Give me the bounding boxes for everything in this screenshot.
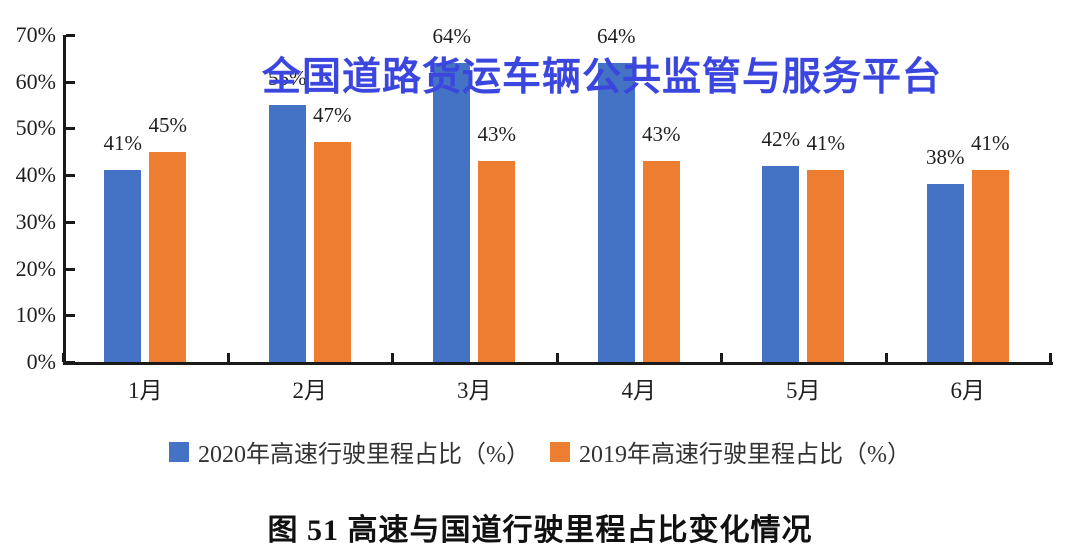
y-tick [66,220,75,224]
bar-value-label: 43% [477,122,517,147]
bar-value-label: 45% [148,112,188,137]
bar-2019年高速行驶里程占比（%）-3月 [478,161,516,362]
x-tick [62,353,65,362]
bar-2019年高速行驶里程占比（%）-2月 [313,142,351,362]
bar-value-label: 41% [806,131,846,156]
y-tick-label: 40% [15,162,56,188]
y-tick [66,80,75,84]
y-tick [66,174,75,178]
bar-value-label: 41% [103,131,143,156]
bar-2019年高速行驶里程占比（%）-6月 [971,170,1009,362]
bar-value-label: 55% [268,66,307,91]
y-tick [66,314,75,318]
bar-value-label: 64% [432,24,472,49]
legend-swatch-icon [169,441,189,462]
legend-swatch-icon [550,441,570,462]
y-tick [66,361,75,364]
bar-2020年高速行驶里程占比（%）-2月 [268,105,306,362]
y-tick-label: 10% [15,302,56,328]
y-tick [66,267,75,271]
bar-2019年高速行驶里程占比（%）-1月 [149,151,187,362]
x-category-label: 3月 [457,378,492,403]
x-category-label: 4月 [621,378,657,403]
y-tick-label: 30% [15,208,56,234]
y-tick-label: 0% [26,349,56,374]
bar-2020年高速行驶里程占比（%）-5月 [762,165,800,362]
bar-2020年高速行驶里程占比（%）-1月 [104,170,142,362]
x-axis-line [63,362,1053,365]
bar-value-label: 38% [926,145,965,170]
x-tick [884,353,888,362]
bar-value-label: 43% [642,122,681,147]
x-tick [1049,353,1052,362]
legend-label: 2019年高速行驶里程占比（%） [579,442,911,468]
y-axis-line [63,35,66,362]
bar-2020年高速行驶里程占比（%）-3月 [433,63,471,362]
legend-item: 2020年高速行驶里程占比（%） [169,434,530,469]
legend-item: 2019年高速行驶里程占比（%） [550,434,911,469]
bar-2019年高速行驶里程占比（%）-4月 [642,161,680,362]
y-tick-label: 70% [15,22,56,47]
bar-2019年高速行驶里程占比（%）-5月 [807,170,845,362]
x-tick [555,353,559,362]
bar-value-label: 41% [971,131,1010,156]
figure-caption: 图 51 高速与国道行驶里程占比变化情况 [267,514,813,547]
x-tick [720,353,723,362]
y-tick-label: 50% [15,115,56,141]
bar-value-label: 64% [597,24,636,49]
x-category-label: 6月 [950,378,986,403]
x-tick [226,353,230,362]
legend-label: 2020年高速行驶里程占比（%） [198,442,530,468]
bar-2020年高速行驶里程占比（%）-4月 [597,63,635,362]
bar-value-label: 47% [313,103,352,128]
bar-2020年高速行驶里程占比（%）-6月 [926,184,964,362]
bar-value-label: 42% [761,126,801,151]
watermark-text: 全国道路货运车辆公共监管与服务平台 [261,56,943,99]
x-category-label: 2月 [292,378,328,403]
y-tick-label: 20% [15,255,56,281]
y-tick [66,34,75,37]
y-tick [66,127,75,131]
chart-legend: 2020年高速行驶里程占比（%） 2019年高速行驶里程占比（%） [0,434,1080,469]
x-tick [391,353,394,362]
x-category-label: 5月 [786,378,821,403]
x-category-label: 1月 [128,378,163,403]
y-tick-label: 60% [15,68,56,94]
